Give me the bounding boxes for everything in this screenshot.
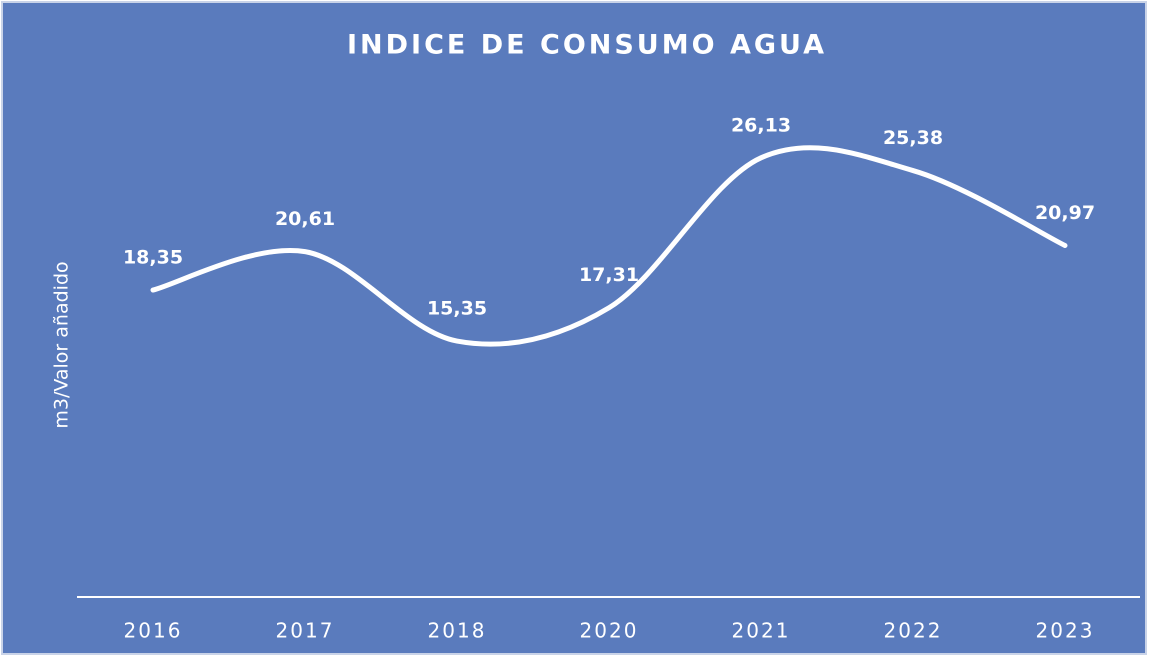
line-series (150, 145, 1068, 347)
x-tick-label: 2022 (884, 619, 943, 643)
x-tick-label: 2017 (276, 619, 335, 643)
y-axis-label: m3/Valor añadido (51, 261, 73, 428)
x-tick-label: 2018 (428, 619, 487, 643)
x-tick-label: 2021 (732, 619, 791, 643)
data-label: 20,97 (1035, 202, 1095, 224)
data-label: 15,35 (427, 298, 487, 320)
data-label: 18,35 (123, 247, 183, 269)
x-tick-label: 2016 (124, 619, 183, 643)
data-label: 20,61 (275, 208, 335, 230)
data-label: 17,31 (579, 264, 639, 286)
data-label: 26,13 (731, 114, 791, 136)
x-tick-label: 2023 (1036, 619, 1095, 643)
x-tick-label: 2020 (580, 619, 639, 643)
data-label: 25,38 (883, 127, 943, 149)
chart-title: INDICE DE CONSUMO AGUA (347, 30, 827, 61)
